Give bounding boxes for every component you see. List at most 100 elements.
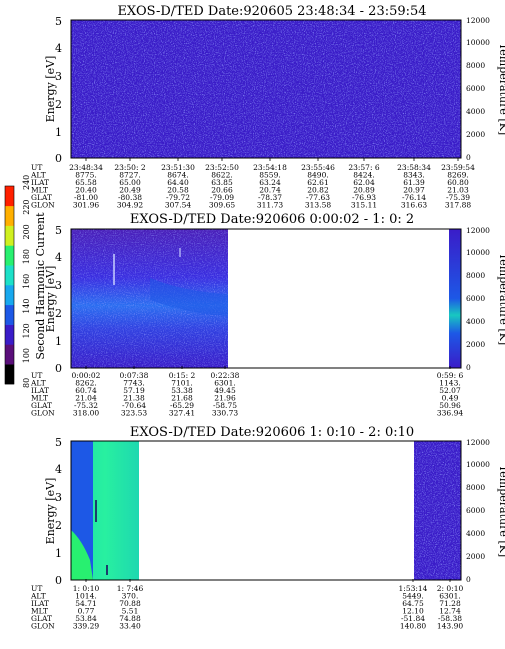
orbit-value: 23:51:30	[161, 163, 195, 172]
panel-3-y2tick: 4000	[466, 529, 485, 538]
colorbar-tick: 200	[22, 224, 31, 239]
orbit-value: 74.88	[119, 614, 141, 623]
panel-1-left-axis: 0 1 2 3 4 5 Energy [eV]	[44, 15, 62, 165]
colorbar-tick: 220	[22, 199, 31, 214]
orbit-value: 23:50: 2	[114, 163, 146, 172]
colorbar: 80 100 120 140 160 180 200 220 240 Second Harmon…	[4, 175, 47, 388]
orbit-value: -58.38	[438, 614, 462, 623]
panel-1-y2tick: 2000	[466, 130, 485, 139]
panel-2-band	[150, 278, 228, 316]
panel-2-y2tick: 10000	[466, 248, 490, 257]
colorbar-tick: 240	[22, 175, 31, 190]
orbit-value: 50.96	[439, 401, 461, 410]
orbit-value: 60.80	[447, 178, 469, 187]
panel-3-ytick: 0	[55, 574, 62, 587]
panel-2-ytick: 1	[55, 335, 62, 348]
orbit-value: 7101.	[171, 379, 192, 388]
orbit-value: -81.00	[74, 193, 98, 202]
orbit-value: -78.37	[258, 193, 282, 202]
orbit-value: 20.40	[75, 186, 97, 195]
orbit-value: 304.92	[117, 201, 143, 210]
panel-1-ylabel: Energy [eV]	[44, 56, 57, 123]
orbit-value: 71.28	[439, 599, 461, 608]
orbit-value: 23:52:50	[205, 163, 239, 172]
colorbar-swatch	[5, 186, 14, 207]
panel-3-y2tick: 12000	[466, 438, 490, 447]
orbit-value: 23:57: 6	[348, 163, 380, 172]
panel-2: EXOS-D/TED Date:920606 0:00:02 - 1: 0: 2…	[30, 212, 505, 418]
orbit-value: 330.73	[212, 409, 238, 418]
orbit-value: 0.77	[78, 607, 95, 616]
orbit-value: 20.82	[307, 186, 329, 195]
panel-2-y2tick: 0	[466, 363, 471, 372]
panel-1-ytick: 4	[55, 42, 62, 55]
orbit-value: 0:15: 2	[169, 371, 196, 380]
panel-1-orbit-table: UTALTILATMLTGLATGLON23:48:348775.65.5820…	[30, 158, 475, 210]
orbit-value: 6301.	[439, 592, 460, 601]
panel-2-frame	[70, 228, 462, 369]
panel-2-ylabel: Energy [eV]	[44, 266, 57, 333]
orbit-value: 33.40	[119, 622, 141, 631]
orbit-value: 23:58:34	[397, 163, 431, 172]
orbit-row-label: UT	[31, 163, 42, 172]
orbit-row-label: GLON	[31, 409, 55, 418]
orbit-value: 327.41	[169, 409, 195, 418]
orbit-value: 54.71	[75, 599, 96, 608]
orbit-value: 323.53	[121, 409, 147, 418]
orbit-value: 8674.	[167, 171, 188, 180]
orbit-value: 23:59:54	[441, 163, 475, 172]
orbit-value: 0:07:38	[120, 371, 149, 380]
orbit-value: 0.49	[442, 394, 459, 403]
orbit-row-label: GLAT	[31, 401, 52, 410]
orbit-value: 12.74	[439, 607, 461, 616]
orbit-value: 8559.	[259, 171, 280, 180]
orbit-value: 23:54:18	[253, 163, 287, 172]
panel-1-frame	[70, 19, 462, 159]
panel-3-title: EXOS-D/TED Date:920606 1: 0:10 - 2: 0:10	[130, 425, 414, 440]
orbit-value: 307.54	[165, 201, 191, 210]
orbit-value: 53.84	[75, 614, 97, 623]
panel-1-ytick: 3	[55, 70, 62, 83]
orbit-value: 70.88	[119, 599, 141, 608]
colorbar-tick: 180	[22, 249, 31, 264]
orbit-value: 1:53:14	[399, 584, 428, 593]
orbit-row-label: ALT	[30, 379, 46, 388]
orbit-value: -77.63	[306, 193, 330, 202]
colorbar-label: Second Harmonic Current	[34, 212, 47, 360]
orbit-value: 20.89	[353, 186, 375, 195]
orbit-row-label: ILAT	[31, 599, 49, 608]
orbit-value: 317.88	[445, 201, 471, 210]
orbit-row-label: GLON	[31, 201, 55, 210]
panel-2-left-axis: 0 1 2 3 4 5 Energy [eV]	[44, 224, 62, 375]
colorbar-tick: 80	[22, 378, 31, 388]
orbit-value: 21.04	[75, 394, 97, 403]
panel-1-title: EXOS-D/TED Date:920605 23:48:34 - 23:59:…	[117, 4, 426, 19]
colorbar-swatch	[5, 265, 14, 286]
orbit-row-label: UT	[31, 371, 42, 380]
orbit-row-label: ALT	[30, 171, 46, 180]
orbit-value: 339.29	[73, 622, 99, 631]
panel-1-right-axis: 0 2000 4000 6000 8000 10000 12000 Temper…	[466, 16, 505, 162]
orbit-value: -79.09	[210, 193, 234, 202]
orbit-row-label: ILAT	[31, 178, 49, 187]
panel-3-y2tick: 2000	[466, 552, 485, 561]
panel-2-heatmap-end	[449, 229, 461, 368]
orbit-value: 1143.	[439, 379, 460, 388]
panel-3-heatmap-right-texture	[414, 441, 461, 580]
panel-3-ytick: 5	[55, 436, 62, 449]
orbit-value: 0:22:38	[211, 371, 240, 380]
panel-3-y2tick: 10000	[466, 460, 490, 469]
orbit-value: 20.58	[167, 186, 189, 195]
orbit-row-label: ALT	[30, 592, 46, 601]
orbit-value: 140.80	[400, 622, 426, 631]
orbit-value: 1014.	[75, 592, 96, 601]
orbit-value: 8775.	[75, 171, 96, 180]
panel-3-left-axis: 0 1 2 3 4 5 Energy [eV]	[44, 436, 62, 587]
orbit-value: -51.84	[401, 614, 425, 623]
panel-1: EXOS-D/TED Date:920605 23:48:34 - 23:59:…	[30, 4, 505, 210]
orbit-value: -70.64	[122, 401, 146, 410]
orbit-value: 61.39	[403, 178, 425, 187]
orbit-value: 0:59: 6	[437, 371, 464, 380]
orbit-row-label: ILAT	[31, 386, 49, 395]
